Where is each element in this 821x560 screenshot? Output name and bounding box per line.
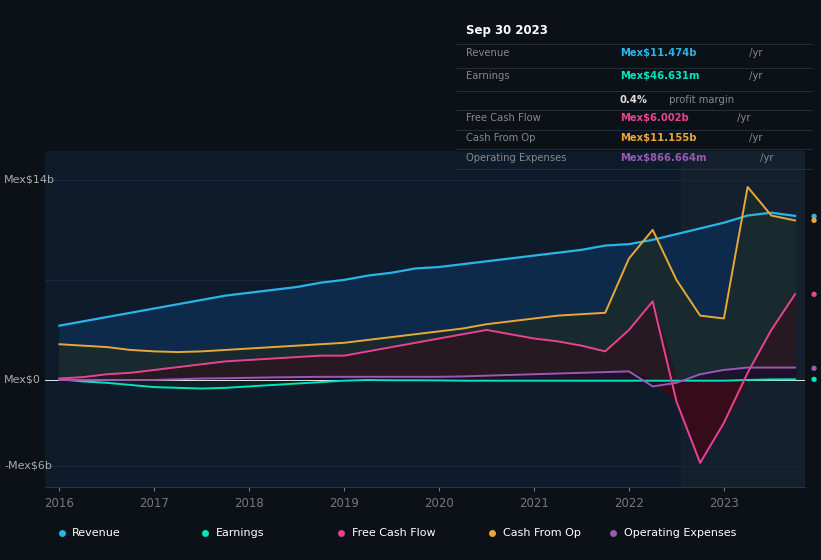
Text: Mex$46.631m: Mex$46.631m <box>620 71 699 81</box>
Text: Mex$0: Mex$0 <box>4 375 41 385</box>
Text: Operating Expenses: Operating Expenses <box>466 152 566 162</box>
Text: Free Cash Flow: Free Cash Flow <box>351 529 435 538</box>
Text: Mex$14b: Mex$14b <box>4 175 55 185</box>
Text: Mex$6.002b: Mex$6.002b <box>620 113 689 123</box>
Text: -Mex$6b: -Mex$6b <box>4 461 52 471</box>
Text: /yr: /yr <box>745 48 762 58</box>
Bar <box>681 151 805 487</box>
Text: Operating Expenses: Operating Expenses <box>623 529 736 538</box>
Text: profit margin: profit margin <box>666 95 734 105</box>
Text: Revenue: Revenue <box>72 529 121 538</box>
Text: ●: ● <box>810 217 816 223</box>
Text: ●: ● <box>810 365 816 371</box>
Text: Earnings: Earnings <box>466 71 510 81</box>
Text: /yr: /yr <box>757 152 773 162</box>
Text: ●: ● <box>810 376 816 382</box>
Text: Earnings: Earnings <box>216 529 264 538</box>
Text: Sep 30 2023: Sep 30 2023 <box>466 24 548 36</box>
Text: Free Cash Flow: Free Cash Flow <box>466 113 541 123</box>
Text: Mex$866.664m: Mex$866.664m <box>620 152 706 162</box>
Text: Cash From Op: Cash From Op <box>466 133 536 143</box>
Text: Mex$11.474b: Mex$11.474b <box>620 48 696 58</box>
Text: Mex$11.155b: Mex$11.155b <box>620 133 696 143</box>
Text: ●: ● <box>810 213 816 219</box>
Text: /yr: /yr <box>745 133 762 143</box>
Text: Revenue: Revenue <box>466 48 510 58</box>
Text: /yr: /yr <box>734 113 750 123</box>
Text: ●: ● <box>810 291 816 297</box>
Text: Cash From Op: Cash From Op <box>502 529 580 538</box>
Text: 0.4%: 0.4% <box>620 95 648 105</box>
Text: /yr: /yr <box>745 71 762 81</box>
